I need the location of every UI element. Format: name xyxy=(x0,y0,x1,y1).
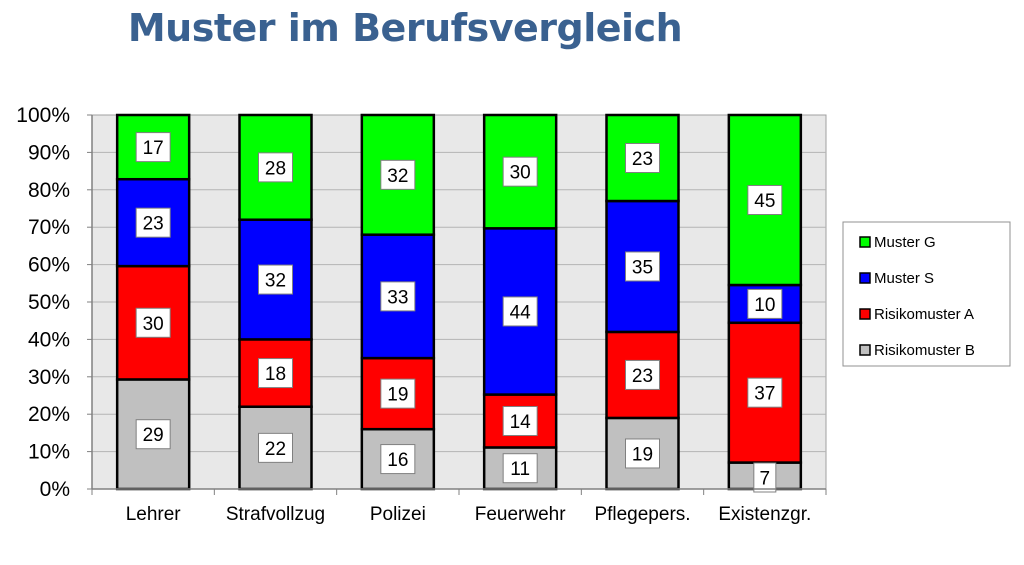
data-label: 14 xyxy=(510,412,532,433)
bar-segment xyxy=(238,113,313,221)
data-label-box xyxy=(135,132,171,163)
data-label: 22 xyxy=(265,439,286,460)
data-label: 44 xyxy=(510,302,532,323)
data-label-box xyxy=(747,377,783,408)
data-label: 29 xyxy=(143,425,164,446)
data-label: 28 xyxy=(265,158,286,179)
x-tick-label: Polizei xyxy=(370,504,426,525)
data-label-box xyxy=(747,288,783,319)
data-label: 23 xyxy=(632,149,653,170)
data-label: 18 xyxy=(265,364,286,385)
data-label: 30 xyxy=(143,314,164,335)
data-label-box xyxy=(625,359,660,390)
y-tick-label: 40% xyxy=(28,328,70,351)
data-label-box xyxy=(135,207,171,238)
data-label: 33 xyxy=(387,287,408,308)
y-tick-label: 70% xyxy=(28,216,70,239)
legend xyxy=(842,221,1011,367)
x-tick-label: Strafvollzug xyxy=(226,504,325,525)
data-label: 7 xyxy=(760,469,771,490)
data-label-box xyxy=(502,453,538,484)
data-label-box xyxy=(625,251,660,282)
data-label-box xyxy=(258,264,293,295)
legend-swatch xyxy=(859,236,871,248)
data-label-box xyxy=(625,438,660,469)
y-tick-label: 90% xyxy=(28,141,70,164)
y-tick-label: 50% xyxy=(28,291,70,314)
data-label-box xyxy=(135,419,171,450)
legend-label: Muster S xyxy=(874,270,934,287)
data-label-box xyxy=(380,444,416,475)
x-tick-label: Lehrer xyxy=(126,504,182,525)
data-label-box xyxy=(502,156,538,187)
data-label: 23 xyxy=(143,214,164,235)
data-label-box xyxy=(747,185,783,215)
data-label: 23 xyxy=(632,366,653,387)
chart-title: Muster im Berufsvergleich xyxy=(127,6,683,50)
data-label: 32 xyxy=(387,166,408,187)
data-label: 19 xyxy=(387,385,408,406)
y-tick-label: 30% xyxy=(28,366,70,389)
legend-swatch xyxy=(859,308,871,320)
legend-label: Muster G xyxy=(874,234,936,251)
data-label-box xyxy=(258,152,293,183)
data-label: 10 xyxy=(754,295,775,316)
x-tick-label: Pflegepers. xyxy=(594,504,690,525)
data-label-box xyxy=(380,281,416,312)
y-tick-label: 100% xyxy=(16,104,70,127)
x-tick-label: Feuerwehr xyxy=(475,504,566,525)
data-label-box xyxy=(625,143,660,174)
data-label: 16 xyxy=(387,450,408,471)
data-label: 30 xyxy=(510,163,531,184)
legend-swatch xyxy=(859,344,871,356)
data-label: 35 xyxy=(632,257,653,278)
data-label-box xyxy=(258,358,293,389)
legend-label: Risikomuster A xyxy=(874,306,974,323)
y-tick-label: 20% xyxy=(28,403,70,426)
data-label-box xyxy=(258,432,293,463)
data-label-box xyxy=(380,378,416,409)
legend-swatch xyxy=(859,272,871,284)
data-label: 45 xyxy=(754,191,775,212)
data-label: 17 xyxy=(143,138,164,159)
y-tick-label: 10% xyxy=(28,441,70,464)
data-label: 37 xyxy=(754,384,775,405)
y-tick-label: 80% xyxy=(28,179,70,202)
data-label-box xyxy=(135,307,171,338)
x-tick-label: Existenzgr. xyxy=(718,504,811,525)
data-label-box xyxy=(502,296,538,327)
data-label-box xyxy=(753,462,777,493)
legend-label: Risikomuster B xyxy=(874,342,975,359)
data-label: 11 xyxy=(510,459,530,480)
data-label: 19 xyxy=(632,444,653,465)
data-label-box xyxy=(380,159,416,190)
y-tick-label: 60% xyxy=(28,254,70,277)
y-tick-label: 0% xyxy=(40,478,70,501)
data-label-box xyxy=(502,406,538,436)
bar-segment xyxy=(360,233,436,360)
data-label: 32 xyxy=(265,271,286,292)
